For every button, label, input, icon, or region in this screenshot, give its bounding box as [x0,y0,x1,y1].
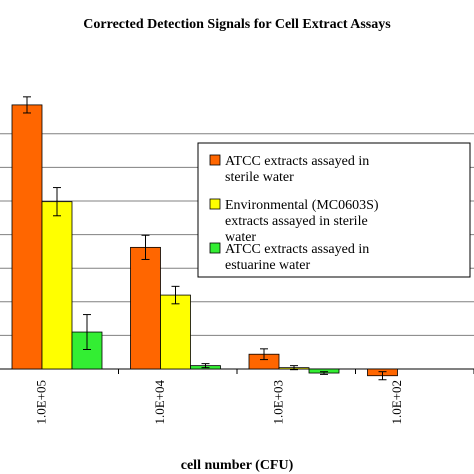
legend-label-2-line-1: estuarine water [225,258,310,273]
x-tick-label-0: 1.0E+05 [33,380,48,425]
x-axis-label: cell number (CFU) [181,458,294,473]
legend-label-1-line-1: extracts assayed in sterile [225,214,368,229]
plot-area: 1.0E+05 1.0E+04 1.0E+03 1.0E+02 [0,96,474,425]
legend-label-0-line-0: ATCC extracts assayed in [225,154,369,169]
bar-s0-c1 [130,246,161,370]
legend-swatch-2 [209,242,221,254]
bar-s0-c0 [11,104,43,370]
legend-label-2-line-0: ATCC extracts assayed in [225,242,369,257]
legend-box [197,142,471,278]
x-tick-label-1: 1.0E+04 [152,380,167,425]
x-tick-label-3: 1.0E+02 [389,380,404,425]
x-tick-label-2: 1.0E+03 [270,380,285,425]
legend-label-1-line-2: water [225,230,256,245]
legend-swatch-0 [209,154,221,166]
legend-label-0-line-1: sterile water [225,170,294,185]
bar-s1-c1 [160,294,191,370]
bar-s1-c0 [41,201,73,370]
chart-title: Corrected Detection Signals for Cell Ext… [83,17,391,32]
legend-swatch-1 [209,198,221,210]
legend-label-1-line-0: Environmental (MC0603S) [225,198,379,213]
